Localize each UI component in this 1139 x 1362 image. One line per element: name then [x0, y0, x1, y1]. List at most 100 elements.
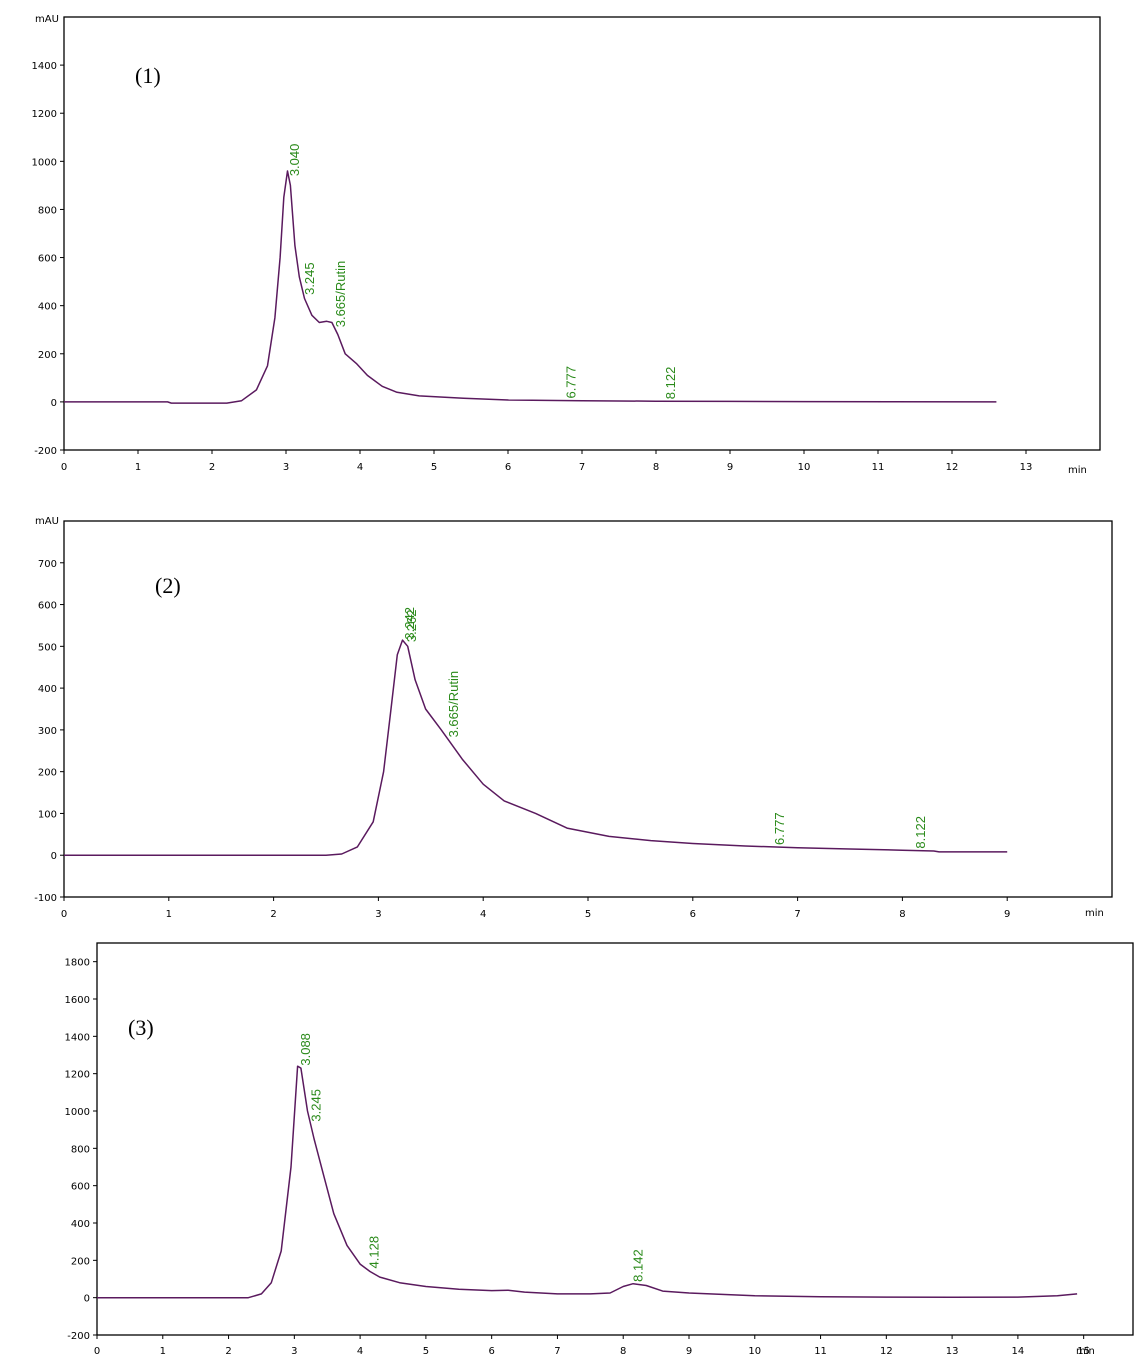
signal-trace	[64, 170, 997, 404]
x-tick-label: 6	[690, 909, 696, 920]
x-tick-label: 10	[748, 1346, 761, 1357]
plot-frame	[63, 16, 1101, 451]
y-axis-unit: mAU	[35, 516, 59, 527]
x-tick-label: 0	[94, 1346, 100, 1357]
peak-label: 8.122	[663, 367, 678, 400]
peak-label: 8.122	[913, 816, 928, 849]
peak-label: 3.088	[298, 1033, 313, 1066]
peak-label: 3.245	[302, 262, 317, 295]
y-axis-unit: mAU	[35, 14, 59, 25]
peak-label: 6.777	[563, 366, 578, 399]
y-tick-label: 1000	[65, 1107, 90, 1118]
x-tick-label: 7	[554, 1346, 560, 1357]
y-tick-label: 400	[38, 684, 57, 695]
y-tick-label: -200	[34, 446, 57, 457]
x-tick-label: 6	[505, 462, 511, 473]
y-tick-label: -100	[34, 893, 57, 904]
x-axis-unit: min	[1085, 908, 1104, 919]
y-tick-label: 800	[38, 205, 57, 216]
x-tick-label: 4	[357, 1346, 363, 1357]
x-tick-label: 2	[209, 462, 215, 473]
x-tick-label: 1	[160, 1346, 166, 1357]
peak-label: 4.128	[367, 1236, 382, 1269]
x-tick-label: 14	[1012, 1346, 1025, 1357]
y-tick-label: 1400	[65, 1032, 90, 1043]
panel-label: (1)	[135, 63, 161, 88]
x-tick-label: 11	[814, 1346, 827, 1357]
x-tick-label: 3	[283, 462, 289, 473]
plot-frame	[63, 520, 1113, 898]
peak-label: 3.245	[308, 1089, 323, 1122]
y-tick-label: 600	[71, 1182, 90, 1193]
x-tick-label: 6	[488, 1346, 494, 1357]
y-tick-label: -200	[67, 1331, 90, 1342]
peak-label: 3.665/Rutin	[446, 671, 461, 738]
y-tick-label: 0	[51, 398, 57, 409]
y-tick-label: 0	[84, 1294, 90, 1305]
x-axis-unit: min	[1068, 465, 1087, 476]
x-tick-label: 4	[480, 909, 486, 920]
x-tick-label: 9	[727, 462, 733, 473]
x-tick-label: 0	[61, 909, 67, 920]
x-tick-label: 12	[880, 1346, 893, 1357]
peak-label: 3.262	[404, 610, 419, 643]
y-tick-label: 600	[38, 601, 57, 612]
x-tick-label: 8	[620, 1346, 626, 1357]
x-tick-label: 8	[899, 909, 905, 920]
x-tick-label: 7	[579, 462, 585, 473]
x-tick-label: 1	[166, 909, 172, 920]
y-tick-label: 400	[38, 302, 57, 313]
y-tick-label: 1200	[65, 1070, 90, 1081]
peak-label: 3.040	[287, 144, 302, 177]
plot-frame	[96, 942, 1134, 1336]
x-tick-label: 11	[872, 462, 885, 473]
panel-label: (2)	[155, 573, 181, 598]
peak-label: 3.665/Rutin	[333, 261, 348, 328]
x-tick-label: 9	[686, 1346, 692, 1357]
y-tick-label: 1800	[65, 958, 90, 969]
y-tick-label: 500	[38, 642, 57, 653]
x-tick-label: 13	[1020, 462, 1033, 473]
x-tick-label: 13	[946, 1346, 959, 1357]
x-tick-label: 3	[375, 909, 381, 920]
x-tick-label: 10	[798, 462, 811, 473]
x-tick-label: 5	[585, 909, 591, 920]
signal-trace	[97, 1065, 1078, 1299]
y-tick-label: 600	[38, 254, 57, 265]
y-tick-label: 100	[38, 809, 57, 820]
x-tick-label: 2	[270, 909, 276, 920]
x-tick-label: 5	[423, 1346, 429, 1357]
y-tick-label: 700	[38, 559, 57, 570]
signal-trace	[64, 639, 1008, 856]
y-tick-label: 200	[71, 1256, 90, 1267]
y-tick-label: 400	[71, 1219, 90, 1230]
x-tick-label: 0	[61, 462, 67, 473]
peak-label: 3.242	[402, 607, 417, 640]
y-tick-label: 300	[38, 726, 57, 737]
y-tick-label: 1200	[32, 109, 57, 120]
y-tick-label: 1600	[65, 995, 90, 1006]
x-tick-label: 15	[1077, 1346, 1090, 1357]
panel-label: (3)	[128, 1015, 154, 1040]
y-tick-label: 200	[38, 768, 57, 779]
y-tick-label: 800	[71, 1144, 90, 1155]
x-tick-label: 7	[794, 909, 800, 920]
x-axis-unit: min	[1076, 1346, 1095, 1357]
x-tick-label: 9	[1004, 909, 1010, 920]
x-tick-label: 12	[946, 462, 959, 473]
y-tick-label: 1400	[32, 61, 57, 72]
x-tick-label: 4	[357, 462, 363, 473]
x-tick-label: 3	[291, 1346, 297, 1357]
peak-label: 8.142	[631, 1249, 646, 1282]
y-tick-label: 200	[38, 350, 57, 361]
x-tick-label: 5	[431, 462, 437, 473]
peak-label: 6.777	[772, 812, 787, 845]
x-tick-label: 2	[225, 1346, 231, 1357]
chromatogram-panel-2: -100 0 100 200 300 400 500 600 700 0 1 2 3 4 5 6 7 8 9 mAU m…	[34, 516, 1113, 920]
y-tick-label: 1000	[32, 157, 57, 168]
x-tick-label: 1	[135, 462, 141, 473]
x-tick-label: 8	[653, 462, 659, 473]
